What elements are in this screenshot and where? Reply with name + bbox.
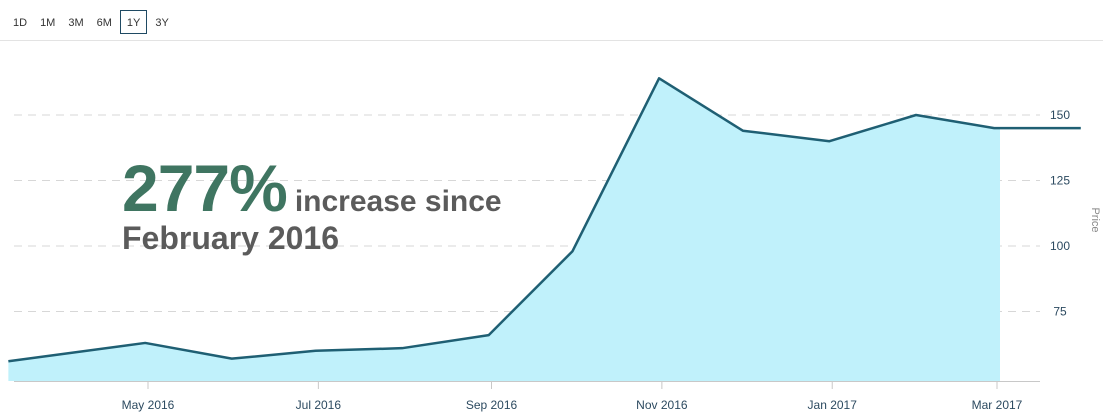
- range-1y-button[interactable]: 1Y: [119, 10, 148, 34]
- growth-percent: 277%: [122, 151, 288, 225]
- x-tick-label: Nov 2016: [636, 398, 688, 412]
- growth-since-date: February 2016: [122, 220, 340, 256]
- x-tick-label: Jul 2016: [296, 398, 342, 412]
- range-selector: 1D 1M 3M 6M 1Y 3Y: [8, 8, 177, 36]
- range-1d-button[interactable]: 1D: [13, 17, 28, 29]
- y-tick-label: 125: [1050, 174, 1070, 188]
- range-6m-button[interactable]: 6M: [96, 17, 112, 29]
- range-1m-button[interactable]: 1M: [40, 17, 56, 29]
- y-tick-label: 75: [1053, 305, 1067, 319]
- x-tick-label: May 2016: [122, 398, 175, 412]
- y-tick-label: 150: [1050, 108, 1070, 122]
- range-3m-button[interactable]: 3M: [68, 17, 84, 29]
- y-axis-label: Price: [1089, 207, 1101, 232]
- growth-suffix: increase since: [294, 185, 502, 218]
- x-tick-label: Mar 2017: [972, 398, 1023, 412]
- y-tick-label: 100: [1050, 239, 1070, 253]
- toolbar-divider: [0, 40, 1103, 41]
- price-line: [8, 77, 1081, 363]
- price-area: [8, 78, 1001, 381]
- growth-annotation: 277% increase since February 2016: [122, 150, 502, 257]
- x-tick-label: Jan 2017: [808, 398, 858, 412]
- range-3y-button[interactable]: 3Y: [155, 17, 169, 29]
- x-tick-label: Sep 2016: [466, 398, 518, 412]
